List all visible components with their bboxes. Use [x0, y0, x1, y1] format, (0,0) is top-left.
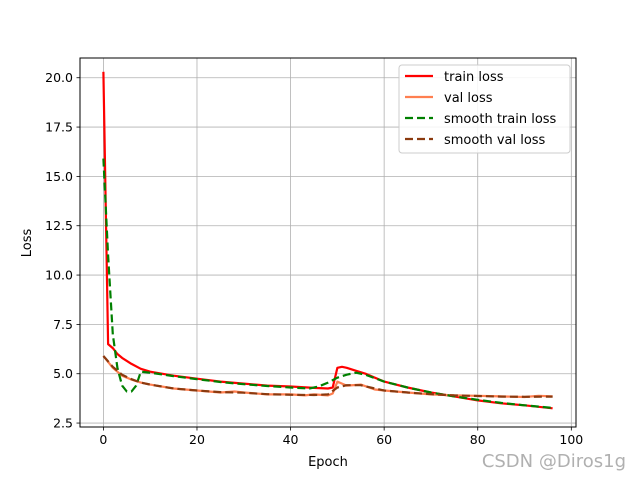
x-tick-label: 100: [559, 432, 583, 447]
x-axis-label: Epoch: [308, 455, 348, 470]
legend-label-train-loss: train loss: [444, 70, 504, 85]
y-tick-label: 20.0: [45, 70, 73, 85]
y-tick-label: 7.5: [53, 317, 73, 332]
y-tick-label: 10.0: [45, 268, 73, 283]
series-layer: [102, 71, 553, 410]
y-tick-label: 15.0: [45, 169, 73, 184]
series-line-train-loss: [102, 71, 553, 410]
plot-frame: [79, 57, 577, 428]
legend: train loss val loss smooth train loss smoot…: [398, 64, 571, 154]
watermark: CSDN @Diros1g: [482, 451, 626, 472]
y-tick-label: 12.5: [45, 218, 73, 233]
y-tick-label: 17.5: [45, 120, 73, 135]
legend-box: [398, 64, 571, 154]
legend-label-smooth-val-loss: smooth val loss: [444, 133, 546, 148]
axis-ticks: 0 20 40 60 80 100 2.5 5.0 7.5 10.0 12.5 15.0 17.5 20.…: [45, 70, 583, 447]
x-tick-label: 80: [470, 432, 486, 447]
x-tick-label: 40: [283, 432, 299, 447]
y-tick-label: 5.0: [53, 366, 73, 381]
series-line-smooth-val-loss: [102, 355, 553, 398]
x-tick-label: 0: [99, 432, 107, 447]
x-tick-label: 20: [189, 432, 205, 447]
legend-label-val-loss: val loss: [444, 91, 493, 106]
y-tick-label: 2.5: [53, 416, 73, 431]
y-axis-label: Loss: [20, 229, 35, 258]
legend-label-smooth-train-loss: smooth train loss: [444, 112, 557, 127]
x-tick-label: 60: [376, 432, 392, 447]
series-line-smooth-train-loss: [102, 158, 553, 409]
